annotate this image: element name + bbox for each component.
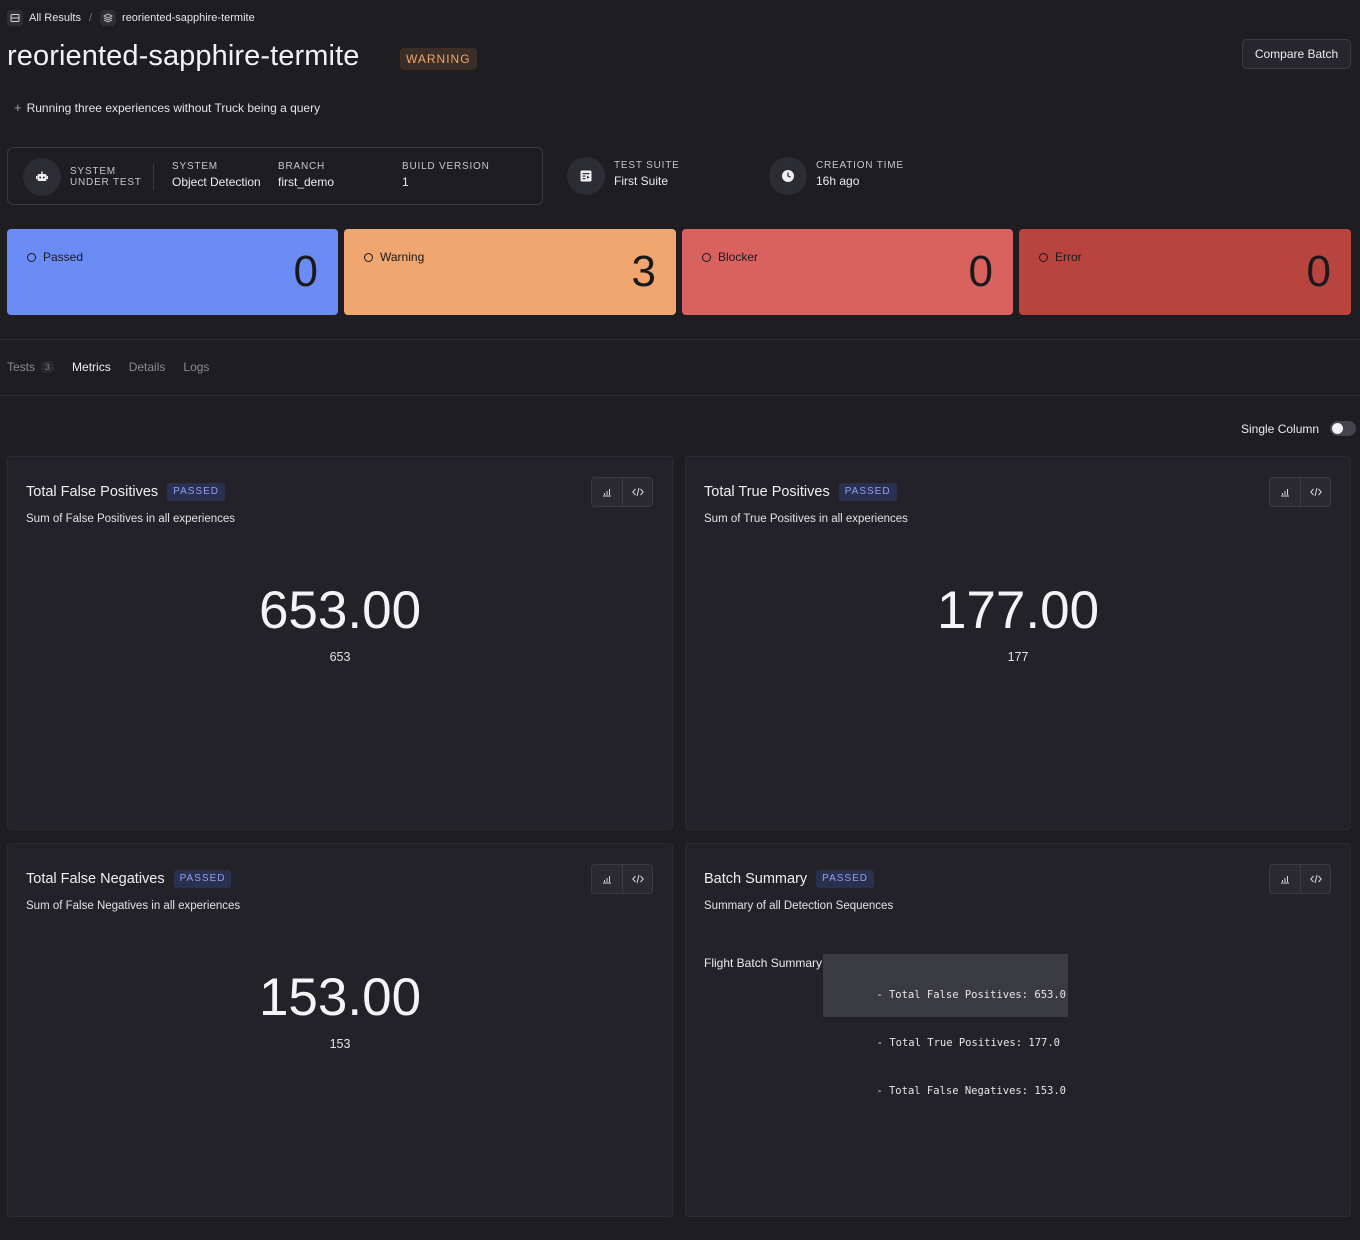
check-circle-icon [27,252,36,262]
plus-icon: + [14,100,22,115]
summary-label: Flight Batch Summary [704,956,823,970]
metric-raw-value: 653 [329,650,351,664]
creation-time-label: CREATION TIME [816,160,904,171]
alert-circle-icon [702,252,711,262]
breadcrumb-separator: / [88,12,93,24]
divider [153,164,154,190]
status-badge: PASSED [167,483,226,501]
metric-description: Sum of False Positives in all experience… [26,513,236,525]
test-suite-value[interactable]: First Suite [614,174,669,188]
summary-line: - Total False Positives: 653.0 [876,989,1066,1001]
metric-description: Sum of True Positives in all experiences [704,513,908,525]
system-value: Object Detection [172,175,261,189]
sut-label-line2: UNDER TEST [70,177,142,188]
metric-value: 177.00 [936,581,1100,640]
tab-count: 3 [41,361,55,373]
list-icon [7,10,23,26]
test-suite-label: TEST SUITE [614,160,680,171]
tab-bar: Tests 3 Metrics Details Logs [7,360,227,396]
status-badge: PASSED [173,870,232,888]
tab-label: Metrics [72,360,111,374]
code-icon[interactable] [622,865,652,893]
clock-icon [769,157,807,195]
chart-icon[interactable] [592,865,622,893]
single-column-toggle[interactable] [1330,421,1357,436]
robot-icon [23,158,61,196]
status-card-count: 0 [293,247,318,296]
summary-line: - Total False Negatives: 153.0 [876,1085,1066,1097]
page-title: reoriented-sapphire-termite [7,40,360,72]
batch-description-text: Running three experiences without Truck … [26,100,321,115]
summary-code-block: - Total False Positives: 653.0 - Total T… [823,954,1068,1097]
divider [0,395,1360,396]
metric-title: Batch Summary [704,871,808,887]
single-column-label: Single Column [1241,421,1320,436]
metric-description: Sum of False Negatives in all experience… [26,900,241,912]
breadcrumb-current: reoriented-sapphire-termite [122,12,255,24]
status-card-passed[interactable]: Passed 0 [7,229,338,315]
status-badge: WARNING [400,48,477,70]
system-label: SYSTEM [172,161,218,172]
build-version-value: 1 [402,175,409,189]
tab-details[interactable]: Details [129,360,166,396]
branch-value: first_demo [278,175,335,189]
status-card-count: 0 [968,247,993,296]
status-card-label: Blocker [718,250,759,264]
tab-metrics[interactable]: Metrics [72,360,111,396]
sut-label-line1: SYSTEM [70,166,116,177]
divider [0,339,1360,340]
metric-panel-false-negatives: Total False Negatives PASSED Sum of False… [7,843,673,1217]
alert-circle-icon [1039,252,1048,262]
status-card-label: Warning [380,250,425,264]
status-card-blocker[interactable]: Blocker 0 [682,229,1013,315]
summary-line: - Total True Positives: 177.0 [876,1037,1060,1049]
code-icon[interactable] [1300,478,1330,506]
code-icon[interactable] [1300,865,1330,893]
status-badge: PASSED [838,483,897,501]
tab-tests[interactable]: Tests 3 [7,360,55,396]
creation-time-value: 16h ago [816,174,860,188]
metric-raw-value: 177 [1007,650,1029,664]
test-suite-icon [567,157,605,195]
metric-panel-batch-summary: Batch Summary PASSED Summary of all Detec… [685,843,1351,1217]
metric-title: Total False Positives [26,484,159,500]
system-info-box: SYSTEM UNDER TEST SYSTEM Object Detectio… [7,147,543,205]
status-card-warning[interactable]: Warning 3 [344,229,676,315]
status-card-error[interactable]: Error 0 [1019,229,1351,315]
build-version-label: BUILD VERSION [402,161,490,172]
metric-description: Summary of all Detection Sequences [704,900,894,912]
tab-logs[interactable]: Logs [183,360,209,396]
metric-value: 653.00 [258,581,422,640]
tab-label: Logs [183,360,210,374]
compare-batch-button[interactable]: Compare Batch [1242,39,1351,69]
metric-value: 153.00 [258,968,422,1027]
batch-description[interactable]: + Running three experiences without Truc… [14,100,320,115]
toggle-knob [1332,423,1344,434]
breadcrumb-root-link[interactable]: All Results [29,12,81,24]
single-column-toggle-group: Single Column [1241,421,1357,436]
status-card-count: 3 [631,247,656,296]
status-badge: PASSED [816,870,874,888]
metric-title: Total True Positives [704,484,830,500]
alert-circle-icon [364,252,373,262]
status-card-label: Error [1055,250,1082,264]
code-icon[interactable] [622,478,652,506]
metric-title: Total False Negatives [26,871,165,887]
chart-icon[interactable] [1270,865,1300,893]
tab-label: Tests [7,360,36,374]
status-card-count: 0 [1306,247,1331,296]
chart-icon[interactable] [1270,478,1300,506]
metric-panel-true-positives: Total True Positives PASSED Sum of True P… [685,456,1351,830]
breadcrumb: All Results / reoriented-sapphire-termit… [7,9,255,27]
status-card-label: Passed [43,250,84,264]
branch-label: BRANCH [278,161,326,172]
layers-icon [100,10,117,26]
metric-raw-value: 153 [329,1037,351,1051]
tab-label: Details [128,360,166,374]
chart-icon[interactable] [592,478,622,506]
metric-panel-false-positives: Total False Positives PASSED Sum of False… [7,456,673,830]
